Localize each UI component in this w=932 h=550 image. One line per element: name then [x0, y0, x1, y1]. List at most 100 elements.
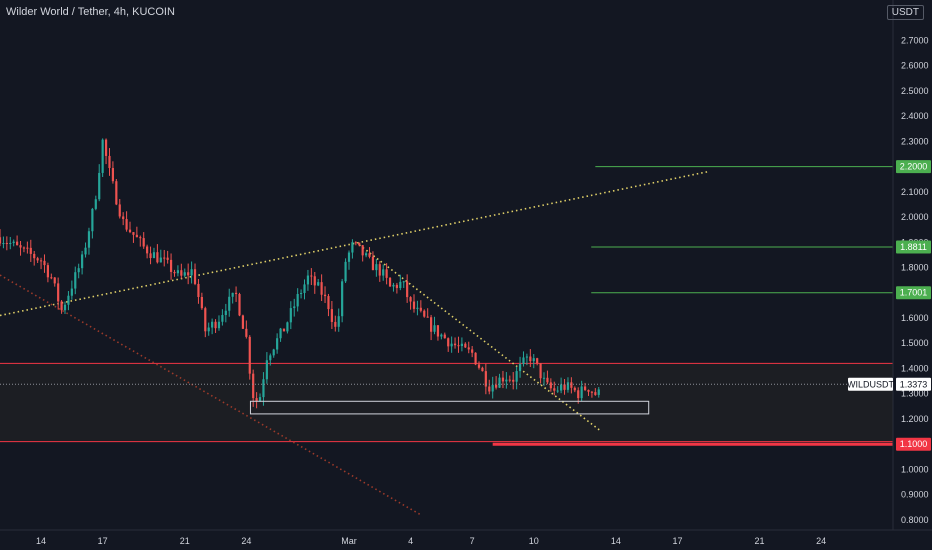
- candle-body-162: [553, 388, 556, 391]
- candle-body-104: [354, 242, 357, 244]
- candle-body-173: [590, 391, 594, 393]
- candle-body-79: [269, 355, 272, 361]
- candle-body-39: [132, 232, 135, 235]
- candle-body-102: [347, 252, 351, 262]
- candle-body-174: [594, 392, 597, 395]
- candle-body-8: [26, 247, 29, 249]
- candle-body-35: [118, 204, 121, 217]
- candle-body-170: [580, 386, 583, 399]
- candle-body-160: [546, 377, 549, 383]
- candle-body-108: [368, 253, 371, 257]
- candle-body-110: [375, 264, 378, 271]
- x-tick-9: 17: [672, 536, 682, 546]
- candle-body-76: [258, 397, 262, 402]
- candle-body-23: [77, 268, 80, 273]
- candle-body-101: [344, 261, 347, 282]
- candle-body-152: [518, 364, 522, 372]
- candle-body-88: [299, 292, 303, 295]
- candle-body-175: [597, 389, 600, 395]
- candle-body-13: [43, 260, 46, 266]
- candle-body-105: [358, 242, 361, 246]
- candle-body-33: [111, 168, 115, 182]
- candle-body-50: [169, 259, 173, 272]
- time-axis[interactable]: 14 17 21 24 Mar 4 7 10 14 17 21 24: [36, 536, 826, 546]
- y-tick-1: 2.6000: [901, 61, 929, 71]
- candle-body-149: [508, 379, 511, 381]
- candle-body-155: [529, 356, 532, 362]
- candle-body-128: [436, 325, 440, 337]
- x-tick-5: 4: [408, 536, 413, 546]
- candle-body-58: [197, 283, 200, 298]
- candle-body-112: [382, 269, 385, 276]
- candle-body-70: [238, 294, 241, 316]
- candle-body-20: [67, 295, 70, 305]
- candle-body-97: [330, 309, 333, 322]
- y-tick-0: 2.7000: [901, 35, 929, 45]
- candle-body-73: [248, 336, 251, 374]
- candle-body-158: [539, 363, 542, 379]
- candle-body-21: [70, 288, 73, 296]
- candle-body-84: [286, 322, 289, 332]
- range-box[interactable]: [249, 400, 650, 415]
- candle-body-48: [163, 257, 166, 259]
- candle-body-131: [447, 338, 450, 347]
- candle-body-59: [200, 297, 203, 309]
- candle-body-164: [560, 384, 563, 391]
- candle-body-129: [440, 334, 443, 337]
- candle-body-66: [224, 310, 227, 316]
- candle-body-12: [39, 260, 43, 262]
- candle-body-3: [9, 243, 12, 245]
- candle-body-69: [234, 292, 238, 295]
- price-tag-bg-2: [896, 286, 931, 300]
- candle-body-118: [402, 281, 405, 283]
- candle-body-154: [525, 356, 529, 358]
- candle-body-24: [81, 254, 84, 269]
- last-price-tag: 1.3373: [900, 379, 928, 389]
- candle-body-125: [426, 316, 429, 318]
- candle-body-77: [262, 379, 265, 398]
- candle-body-57: [193, 269, 197, 284]
- candle-body-26: [87, 231, 91, 248]
- candle-body-138: [471, 349, 474, 353]
- candle-body-165: [563, 384, 566, 390]
- candle-body-1: [2, 242, 5, 244]
- candle-body-82: [279, 328, 282, 339]
- price-tag-bg-3: [896, 437, 931, 451]
- candle-body-115: [392, 284, 395, 287]
- candle-body-144: [491, 384, 494, 392]
- x-tick-7: 10: [529, 536, 539, 546]
- candle-body-51: [173, 271, 176, 274]
- candle-body-41: [139, 237, 142, 239]
- candle-body-169: [577, 390, 580, 399]
- candle-body-99: [337, 316, 340, 327]
- candle-body-43: [146, 246, 149, 254]
- candle-body-36: [122, 216, 125, 220]
- y-tick-15: 1.2000: [901, 414, 929, 424]
- candle-body-148: [505, 379, 508, 382]
- price-tag-3: 1.1000: [900, 439, 928, 449]
- y-tick-9: 1.8000: [901, 263, 929, 273]
- candle-body-93: [317, 282, 320, 286]
- candle-body-55: [187, 272, 190, 276]
- candle-body-40: [135, 234, 138, 238]
- candle-body-168: [573, 387, 576, 391]
- candle-body-67: [228, 296, 231, 311]
- y-tick-18: 0.9000: [901, 490, 929, 500]
- chart-title: Wilder World / Tether, 4h, KUCOIN: [6, 6, 175, 18]
- candles: [0, 138, 600, 409]
- price-tag-bg-1: [896, 240, 931, 254]
- candle-body-133: [453, 343, 457, 346]
- candle-body-145: [495, 384, 498, 388]
- y-tick-11: 1.6000: [901, 313, 929, 323]
- last-price-tag-bg: [896, 377, 931, 391]
- candle-body-31: [104, 139, 108, 156]
- trendline-1: [358, 244, 602, 433]
- x-tick-3: 24: [241, 536, 251, 546]
- candle-body-74: [252, 373, 255, 399]
- y-tick-2: 2.5000: [901, 86, 929, 96]
- candle-body-14: [46, 265, 50, 278]
- candle-body-117: [399, 281, 402, 289]
- currency-button[interactable]: USDT: [886, 5, 924, 20]
- candle-body-92: [313, 276, 316, 286]
